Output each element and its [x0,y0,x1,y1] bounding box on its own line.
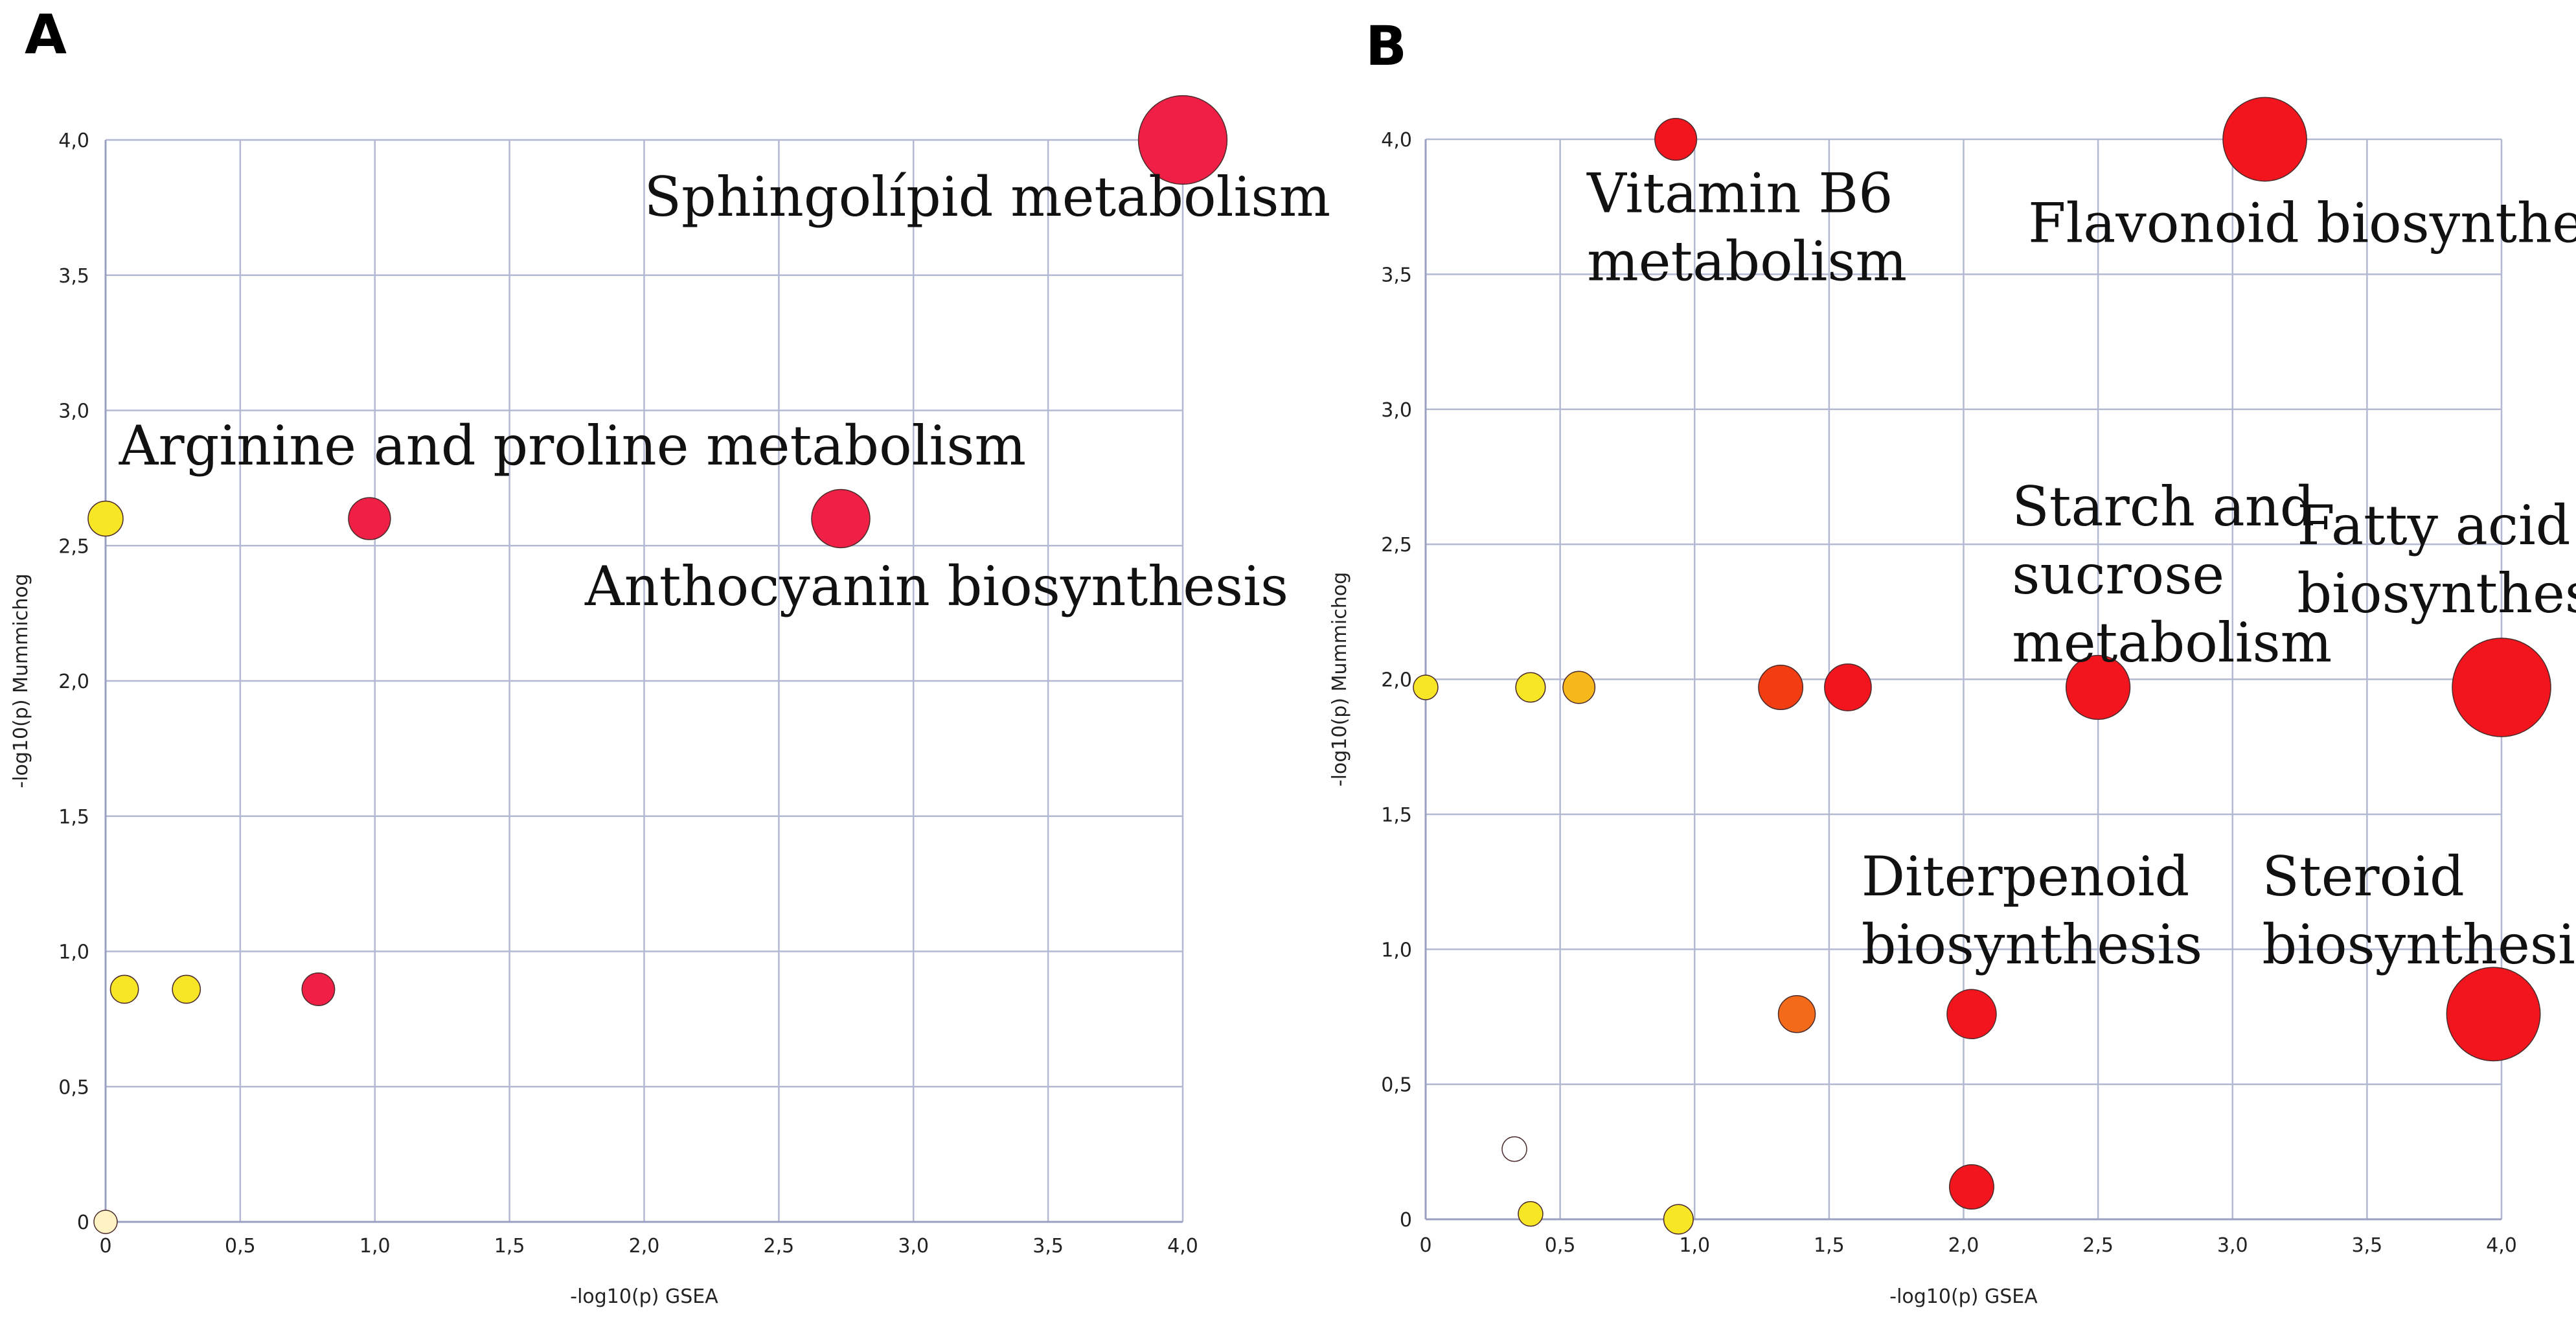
x-tick-label: 4,0 [1167,1235,1198,1258]
data-point [172,974,201,1004]
x-axis-label: -log10(p) GSEA [570,1285,718,1308]
annotation-line: sucrose [2012,543,2224,606]
data-point [87,500,124,537]
annotation-line: biosynthesis [1862,913,2203,976]
data-point [1562,671,1596,704]
x-tick-label: 2,0 [1948,1234,1979,1257]
annotation-line: metabolism [2012,611,2332,674]
y-tick-label: 3,0 [1381,399,1412,422]
y-tick-label: 2,5 [1381,534,1412,557]
x-tick-label: 1,0 [1679,1234,1710,1257]
x-tick-label: 1,5 [1814,1234,1845,1257]
y-tick-label: 2,0 [1381,669,1412,692]
y-tick-label: 3,0 [58,400,89,423]
y-tick-label: 0,5 [1381,1074,1412,1097]
x-tick-label: 2,5 [764,1235,795,1258]
data-point [1946,989,1997,1040]
data-point [2222,97,2307,182]
y-tick-label: 3,5 [58,265,89,288]
annotation-line: Flavonoid biosynthesis [2028,191,2576,255]
data-point [2446,967,2541,1062]
data-point [2065,654,2131,720]
annotation-line: Arginine and proline metabolism [119,414,1026,477]
scatter-panel-b: 0 0,5 1,0 1,5 2,0 2,5 3,0 3,5 4,0 0 0,5 1,0 1,5 2,0 2,… [1328,97,2576,1308]
y-axis-label: -log10(p) Mummichog [1328,572,1351,787]
data-point [301,972,336,1006]
data-point [109,974,139,1004]
x-tick-label: 0,5 [1545,1234,1576,1257]
data-point [2452,638,2551,737]
annotation-line: biosynthesis [2262,913,2576,976]
y-tick-label: 1,0 [58,941,89,964]
y-tick-label: 2,0 [58,671,89,693]
scatter-panel-a: 0 0,5 1,0 1,5 2,0 2,5 3,0 3,5 4,0 0 0,5 1,0 1,5 2,0 2,… [10,95,1331,1308]
data-point [811,488,871,549]
y-tick-label: 2,5 [58,535,89,558]
point-annotation: Sphingolípid metabolism [644,165,1331,229]
annotation-line: Fatty acid [2297,494,2570,557]
x-tick-label: 1,0 [359,1235,391,1258]
x-tick-label: 3,0 [898,1235,929,1258]
point-annotation: Starch and sucrose metabolism [2012,475,2332,674]
panel-label-b: B [1365,14,1407,78]
y-tick-label: 1,0 [1381,939,1412,961]
annotation-line: biosynthesis [2297,562,2576,625]
x-tick-label: 0 [99,1235,111,1258]
data-point [1501,1136,1527,1162]
data-point [1824,663,1872,711]
point-annotation: Steroid biosynthesis [2262,845,2576,976]
x-axis-label: -log10(p) GSEA [1889,1285,2038,1308]
y-tick-label: 3,5 [1381,264,1412,286]
point-annotation: Anthocyanin biosynthesis [584,555,1288,618]
point-annotation: Diterpenoid biosynthesis [1862,845,2203,976]
data-point [1654,117,1698,161]
annotation-line: Diterpenoid [1862,845,2190,908]
y-tick-label: 1,5 [58,806,89,829]
point-annotation: Flavonoid biosynthesis [2028,191,2576,255]
annotation-line: metabolism [1587,230,1907,293]
x-tick-label: 3,0 [2217,1234,2248,1257]
data-point [1515,672,1546,703]
y-tick-label: 1,5 [1381,804,1412,827]
x-tick-label: 3,5 [1032,1235,1064,1258]
point-annotation: Vitamin B6 metabolism [1586,162,1907,293]
point-annotation: Arginine and proline metabolism [119,414,1026,477]
annotation-line: Vitamin B6 [1586,162,1893,225]
data-point [1413,674,1439,700]
y-tick-label: 0,5 [58,1076,89,1099]
point-annotation: Fatty acidbiosynthesis [2297,494,2576,625]
data-point [1137,95,1228,185]
annotation-line: Anthocyanin biosynthesis [584,555,1288,618]
y-axis-label: -log10(p) Mummichog [10,573,32,788]
data-point [1777,995,1816,1033]
x-tick-label: 4,0 [2486,1234,2517,1257]
x-tick-label: 2,0 [629,1235,660,1258]
annotation-line: Sphingolípid metabolism [644,165,1331,229]
x-tick-label: 0 [1419,1234,1431,1257]
x-tick-label: 2,5 [2082,1234,2114,1257]
data-point [1663,1204,1694,1235]
y-tick-label: 4,0 [1381,129,1412,152]
y-tick-label: 4,0 [58,130,89,152]
data-point [1758,665,1804,710]
data-point [1518,1200,1544,1227]
annotation-line: Starch and [2012,475,2314,538]
y-tick-label: 0 [1400,1209,1412,1232]
x-tick-label: 1,5 [494,1235,525,1258]
panel-label-a: A [25,3,67,66]
data-point [1949,1164,1994,1210]
annotation-line: Steroid [2262,845,2464,908]
data-point [348,497,391,540]
x-tick-label: 3,5 [2352,1234,2383,1257]
y-tick-label: 0 [77,1212,89,1234]
x-tick-label: 0,5 [225,1235,256,1258]
data-point [93,1210,118,1234]
